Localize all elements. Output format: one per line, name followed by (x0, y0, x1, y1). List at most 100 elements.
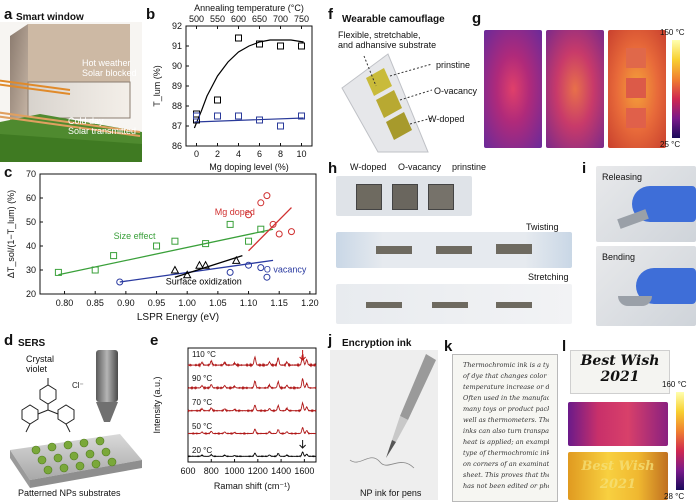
chart-b-point-s0 (256, 40, 263, 48)
chart-c-point-s1 (275, 230, 283, 238)
twist-sample-1 (376, 246, 412, 254)
chart-c-series-label: Size effect (114, 231, 156, 241)
chart-e-frame (187, 347, 317, 463)
chart-b: 0 500 2 550 4 600 6 650 8 700 10 750 86 87 88 89 90 91 92 M… (152, 3, 313, 172)
chart-b-point-s1 (298, 112, 305, 120)
chart-b-point-s0 (277, 42, 284, 50)
panel-f-title: Wearable camouflage (342, 14, 445, 25)
panel-f-label: f (328, 6, 333, 23)
chart-e-xlabel: Raman shift (cm⁻¹) (214, 481, 290, 491)
crystal-text: Crystal (26, 354, 55, 364)
chart-c-series-label: Surface oxidization (166, 276, 242, 286)
chart-e-arrow-bottom (299, 440, 306, 449)
photo-pristine-strip (336, 176, 472, 216)
k-line-9: type of thermochromic ink is found (463, 449, 549, 457)
chart-c-point-s0 (91, 266, 99, 274)
chart-c-ytick-label: 40 (26, 241, 36, 251)
chart-e-arrow-top (299, 350, 306, 361)
panel-k-label: k (444, 338, 453, 355)
stretch-sample-1 (366, 302, 402, 308)
h-prinstine-label: prinstine (452, 162, 487, 172)
chart-c-xtick-label: 0.90 (117, 298, 135, 308)
chart-e-series-label: 70 °C (192, 398, 212, 407)
chart-b-ytick-label: 87 (172, 121, 182, 131)
cold-day-text: Cold day (68, 116, 104, 126)
wdoped-label: W-doped (428, 114, 465, 124)
chart-c-point-s1 (263, 192, 271, 200)
chart-b-point-s0 (235, 34, 242, 42)
chart-b-point-s0 (193, 110, 200, 118)
chart-e-xtick-label: 800 (204, 466, 219, 476)
panel-j-title: Encryption ink (342, 338, 412, 349)
h-ovacancy-label: O-vacancy (398, 162, 442, 172)
svg-text:Cl⁻: Cl⁻ (72, 381, 84, 390)
k-line-1: Thermochromic ink is a type (463, 361, 549, 369)
chart-c-ytick-label: 60 (26, 193, 36, 203)
releasing-label: Releasing (602, 172, 643, 182)
chart-e-series-1 (187, 378, 317, 391)
chart-c-point-s0 (226, 220, 234, 228)
chart-e-series-label: 110 °C (192, 350, 216, 359)
thermal-best-wish-text: Best Wish (581, 459, 655, 474)
chart-e-xtick-label: 1000 (225, 466, 245, 476)
panel-a-title: Smart window (16, 12, 84, 23)
chart-e-series-label: 90 °C (192, 374, 212, 383)
thermal-year-text: 2021 (599, 477, 637, 492)
chart-b-x2tick-label: 750 (294, 14, 309, 24)
chart-b-xtick-label: 8 (278, 149, 283, 159)
solar-blocked-text: Solar blocked (82, 68, 137, 78)
camouflage-illustration (341, 53, 433, 153)
chart-c-xtick-label: 1.10 (240, 298, 258, 308)
k-line-8: heat is applied; an example of this (463, 438, 549, 446)
chart-c: 0.80 0.85 0.90 0.95 1.00 1.05 1.10 1.15 1.20 20 30… (6, 169, 319, 323)
chart-c-point-s2 (245, 261, 253, 269)
panel-h-label: h (328, 160, 338, 177)
k-line-10: on corners of an examination mark (463, 460, 549, 468)
chart-b-ytick-label: 92 (172, 21, 182, 31)
panel-b-label: b (146, 6, 156, 23)
chart-b-xlabel: Mg doping level (%) (209, 162, 289, 172)
chart-c-point-s0 (202, 240, 210, 248)
chart-b-x2tick-label: 700 (273, 14, 288, 24)
best-wish-card: Best Wish 2021 (570, 350, 670, 394)
stretch-sample-2 (432, 302, 468, 308)
panel-i-label: i (582, 160, 587, 177)
twist-sample-2 (436, 246, 472, 254)
chart-c-xlabel: LSPR Energy (eV) (137, 312, 219, 323)
chart-c-xtick-label: 1.00 (178, 298, 196, 308)
chart-b-x2tick-label: 550 (210, 14, 225, 24)
k-line-7: inks can also turn transparent when (463, 427, 549, 435)
k-line-3: temperature increase or decrease. (463, 383, 549, 391)
chart-b-xtick-label: 6 (257, 149, 262, 159)
thermal-card-1 (568, 402, 668, 446)
chart-b-frame (185, 25, 313, 147)
k-line-11: sheet. This proves that the sheet (463, 471, 549, 479)
chart-e-series-2 (187, 401, 317, 413)
thermal-image-3 (608, 30, 666, 148)
chart-b-point-s1 (214, 112, 221, 120)
chart-c-point-s0 (153, 242, 161, 250)
chart-e-xtick-label: 1200 (248, 466, 268, 476)
chart-e-series-4 (187, 451, 317, 458)
pen-illustration (330, 350, 438, 500)
chart-b-ytick-label: 86 (172, 141, 182, 151)
np-ink-caption: NP ink for pens (360, 488, 422, 498)
chart-c-point-s1 (245, 211, 253, 219)
chart-c-xtick-label: 0.95 (148, 298, 166, 308)
chart-b-x2label: Annealing temperature (°C) (194, 3, 304, 13)
stretch-sample-3 (496, 302, 532, 308)
chart-c-series-label: Mg doped (215, 207, 255, 217)
chart-c-point-s1 (287, 228, 295, 236)
chart-c-point-s3 (201, 260, 210, 269)
chart-c-fit-1 (248, 207, 292, 252)
scale-bot-l: 28 °C (664, 492, 685, 501)
photo-bending (596, 246, 696, 326)
handwritten-note: Thermochromic ink is a type of dye that … (452, 354, 558, 502)
year-text: 2021 (600, 369, 640, 385)
chart-c-point-s0 (171, 237, 179, 245)
chart-e-ylabel: Intensity (a.u.) (152, 376, 162, 433)
chart-c-point-s3 (231, 255, 241, 264)
chart-e-series-label: 50 °C (192, 422, 212, 431)
chart-c-point-s3 (195, 260, 204, 269)
substrate-text-1: Flexible, stretchable, (338, 30, 421, 40)
